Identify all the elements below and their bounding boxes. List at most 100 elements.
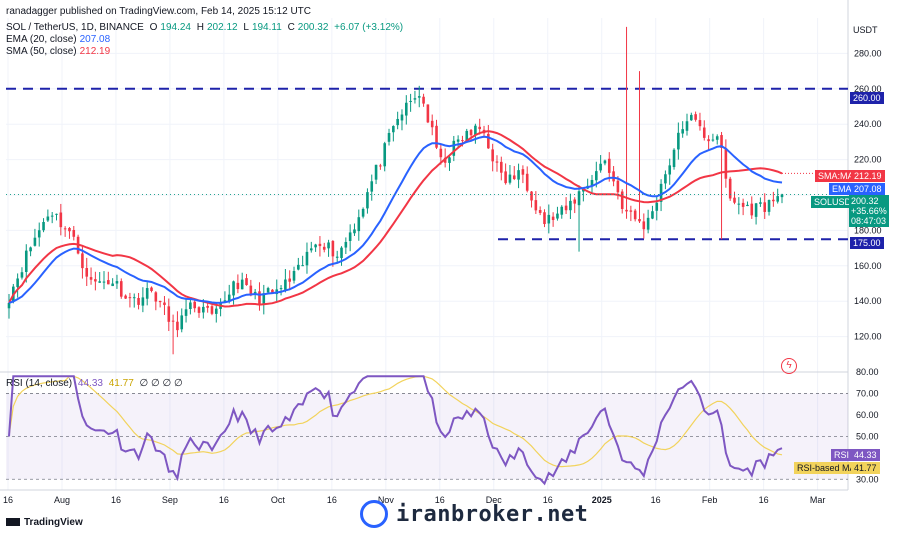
last-pct: +35.66% bbox=[851, 206, 887, 216]
candle-body bbox=[124, 295, 127, 299]
sma-label: SMA (50, close) bbox=[6, 46, 77, 57]
candle-body bbox=[698, 120, 702, 127]
candle-body bbox=[439, 148, 443, 158]
candle-body bbox=[664, 174, 667, 184]
candle-body bbox=[206, 305, 209, 308]
candle-body bbox=[383, 143, 387, 167]
sma-name-tag: SMA:MA bbox=[815, 170, 857, 182]
candle-body bbox=[521, 169, 525, 175]
candle-body bbox=[55, 213, 58, 215]
time-tick-label: Mar bbox=[810, 495, 826, 505]
candle-body bbox=[245, 278, 248, 286]
candle-body bbox=[344, 241, 348, 248]
candle-body bbox=[197, 307, 201, 313]
candle-body bbox=[271, 289, 274, 293]
candle-body bbox=[629, 210, 633, 212]
candle-body bbox=[128, 297, 132, 299]
symbol-header: SOL / TetherUS, 1D, BINANCE O 194.24 H 202… bbox=[6, 22, 406, 33]
candle-body bbox=[184, 309, 188, 316]
candle-body bbox=[564, 205, 568, 211]
lightning-icon[interactable]: ϟ bbox=[781, 358, 797, 374]
candle-body bbox=[404, 102, 408, 116]
close-value: 200.32 bbox=[297, 22, 329, 33]
high-value: 202.12 bbox=[207, 22, 238, 33]
time-tick-label: 16 bbox=[3, 495, 13, 505]
candle-body bbox=[409, 100, 412, 102]
rsi-legend[interactable]: RSI (14, close) 44.33 41.77 ∅ ∅ ∅ ∅ bbox=[6, 378, 186, 389]
rsi-name-tag: RSI bbox=[831, 449, 853, 461]
candle-body bbox=[616, 180, 620, 193]
candle-body bbox=[495, 161, 499, 163]
candle-body bbox=[417, 96, 421, 98]
symbol-name[interactable]: SOL / TetherUS, 1D, BINANCE bbox=[6, 22, 144, 33]
ema-value: 207.08 bbox=[79, 34, 111, 45]
rsi-tick-label: 80.00 bbox=[856, 367, 879, 377]
symbol-name-tag: SOLUSDT bbox=[811, 196, 860, 208]
candle-body bbox=[340, 247, 343, 259]
candle-body bbox=[111, 283, 114, 287]
candle-body bbox=[547, 214, 551, 224]
candle-body bbox=[392, 126, 395, 133]
ema-legend[interactable]: EMA (20, close) 207.08 bbox=[6, 34, 113, 45]
candle-body bbox=[733, 197, 736, 203]
candle-body bbox=[94, 279, 97, 282]
candle-body bbox=[63, 228, 67, 230]
candle-body bbox=[141, 297, 145, 306]
rsi-tick-label: 60.00 bbox=[856, 410, 879, 420]
candle-body bbox=[180, 315, 184, 330]
candle-body bbox=[677, 132, 680, 150]
candle-body bbox=[530, 191, 533, 201]
candle-body bbox=[595, 171, 598, 181]
candle-body bbox=[681, 129, 684, 134]
candle-body bbox=[85, 268, 89, 277]
candle-body bbox=[655, 202, 659, 211]
candle-body bbox=[335, 256, 339, 258]
last-price-tag: 200.32 +35.66% 08:47:03 bbox=[849, 195, 889, 227]
time-tick-label: 16 bbox=[651, 495, 661, 505]
tradingview-logo[interactable]: TradingView bbox=[6, 517, 83, 528]
rsi-value-tag: 44.33 bbox=[851, 449, 880, 461]
candle-body bbox=[353, 229, 356, 234]
candle-body bbox=[504, 171, 507, 184]
candle-body bbox=[659, 183, 663, 202]
time-tick-label: 16 bbox=[219, 495, 229, 505]
candle-body bbox=[236, 282, 240, 290]
candle-body bbox=[430, 120, 434, 128]
open-value: 194.24 bbox=[160, 22, 191, 33]
candle-body bbox=[538, 210, 542, 213]
level-low-tag: 175.00 bbox=[850, 237, 884, 249]
sma-legend[interactable]: SMA (50, close) 212.19 bbox=[6, 46, 113, 57]
candle-body bbox=[379, 165, 382, 167]
watermark-text: iranbroker.net bbox=[396, 502, 589, 527]
candle-body bbox=[348, 232, 352, 241]
candle-body bbox=[42, 221, 45, 231]
price-tick-label: 180.00 bbox=[854, 225, 882, 235]
rsi-ma-value-tag: 41.77 bbox=[851, 462, 880, 474]
candle-body bbox=[370, 181, 374, 192]
price-tick-label: 260.00 bbox=[854, 84, 882, 94]
published-line: ranadagger published on TradingView.com,… bbox=[6, 6, 312, 17]
candle-body bbox=[145, 288, 149, 299]
candles bbox=[7, 26, 784, 355]
candle-body bbox=[543, 212, 546, 225]
candle-body bbox=[754, 203, 758, 217]
close-label: C bbox=[287, 22, 295, 33]
candle-body bbox=[189, 302, 192, 310]
candle-body bbox=[115, 281, 119, 284]
candle-body bbox=[361, 208, 365, 217]
candle-body bbox=[297, 264, 300, 270]
horizontal-levels bbox=[6, 87, 848, 241]
candle-body bbox=[599, 163, 602, 171]
candle-body bbox=[210, 306, 214, 314]
candle-body bbox=[132, 297, 136, 299]
candle-body bbox=[517, 170, 520, 180]
candle-body bbox=[357, 217, 361, 232]
candle-body bbox=[569, 200, 572, 211]
candle-body bbox=[29, 247, 32, 252]
candle-body bbox=[448, 157, 451, 163]
time-tick-label: Aug bbox=[54, 495, 70, 505]
candle-body bbox=[279, 288, 283, 290]
candle-body bbox=[633, 210, 637, 220]
